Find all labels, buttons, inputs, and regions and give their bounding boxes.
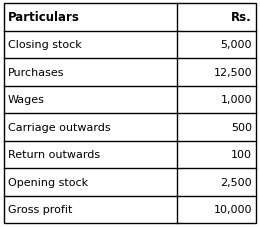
Text: 12,500: 12,500 — [213, 67, 252, 77]
Text: Gross profit: Gross profit — [8, 204, 72, 214]
Text: Rs.: Rs. — [231, 11, 252, 24]
Text: Return outwards: Return outwards — [8, 150, 100, 160]
Text: 500: 500 — [231, 122, 252, 132]
Text: 2,500: 2,500 — [220, 177, 252, 187]
Text: Closing stock: Closing stock — [8, 40, 82, 50]
Text: Purchases: Purchases — [8, 67, 64, 77]
Text: 10,000: 10,000 — [213, 204, 252, 214]
Text: Particulars: Particulars — [8, 11, 80, 24]
Text: 100: 100 — [231, 150, 252, 160]
Text: Carriage outwards: Carriage outwards — [8, 122, 110, 132]
Text: 5,000: 5,000 — [220, 40, 252, 50]
Text: Opening stock: Opening stock — [8, 177, 88, 187]
Text: Wages: Wages — [8, 95, 45, 105]
Text: 1,000: 1,000 — [220, 95, 252, 105]
